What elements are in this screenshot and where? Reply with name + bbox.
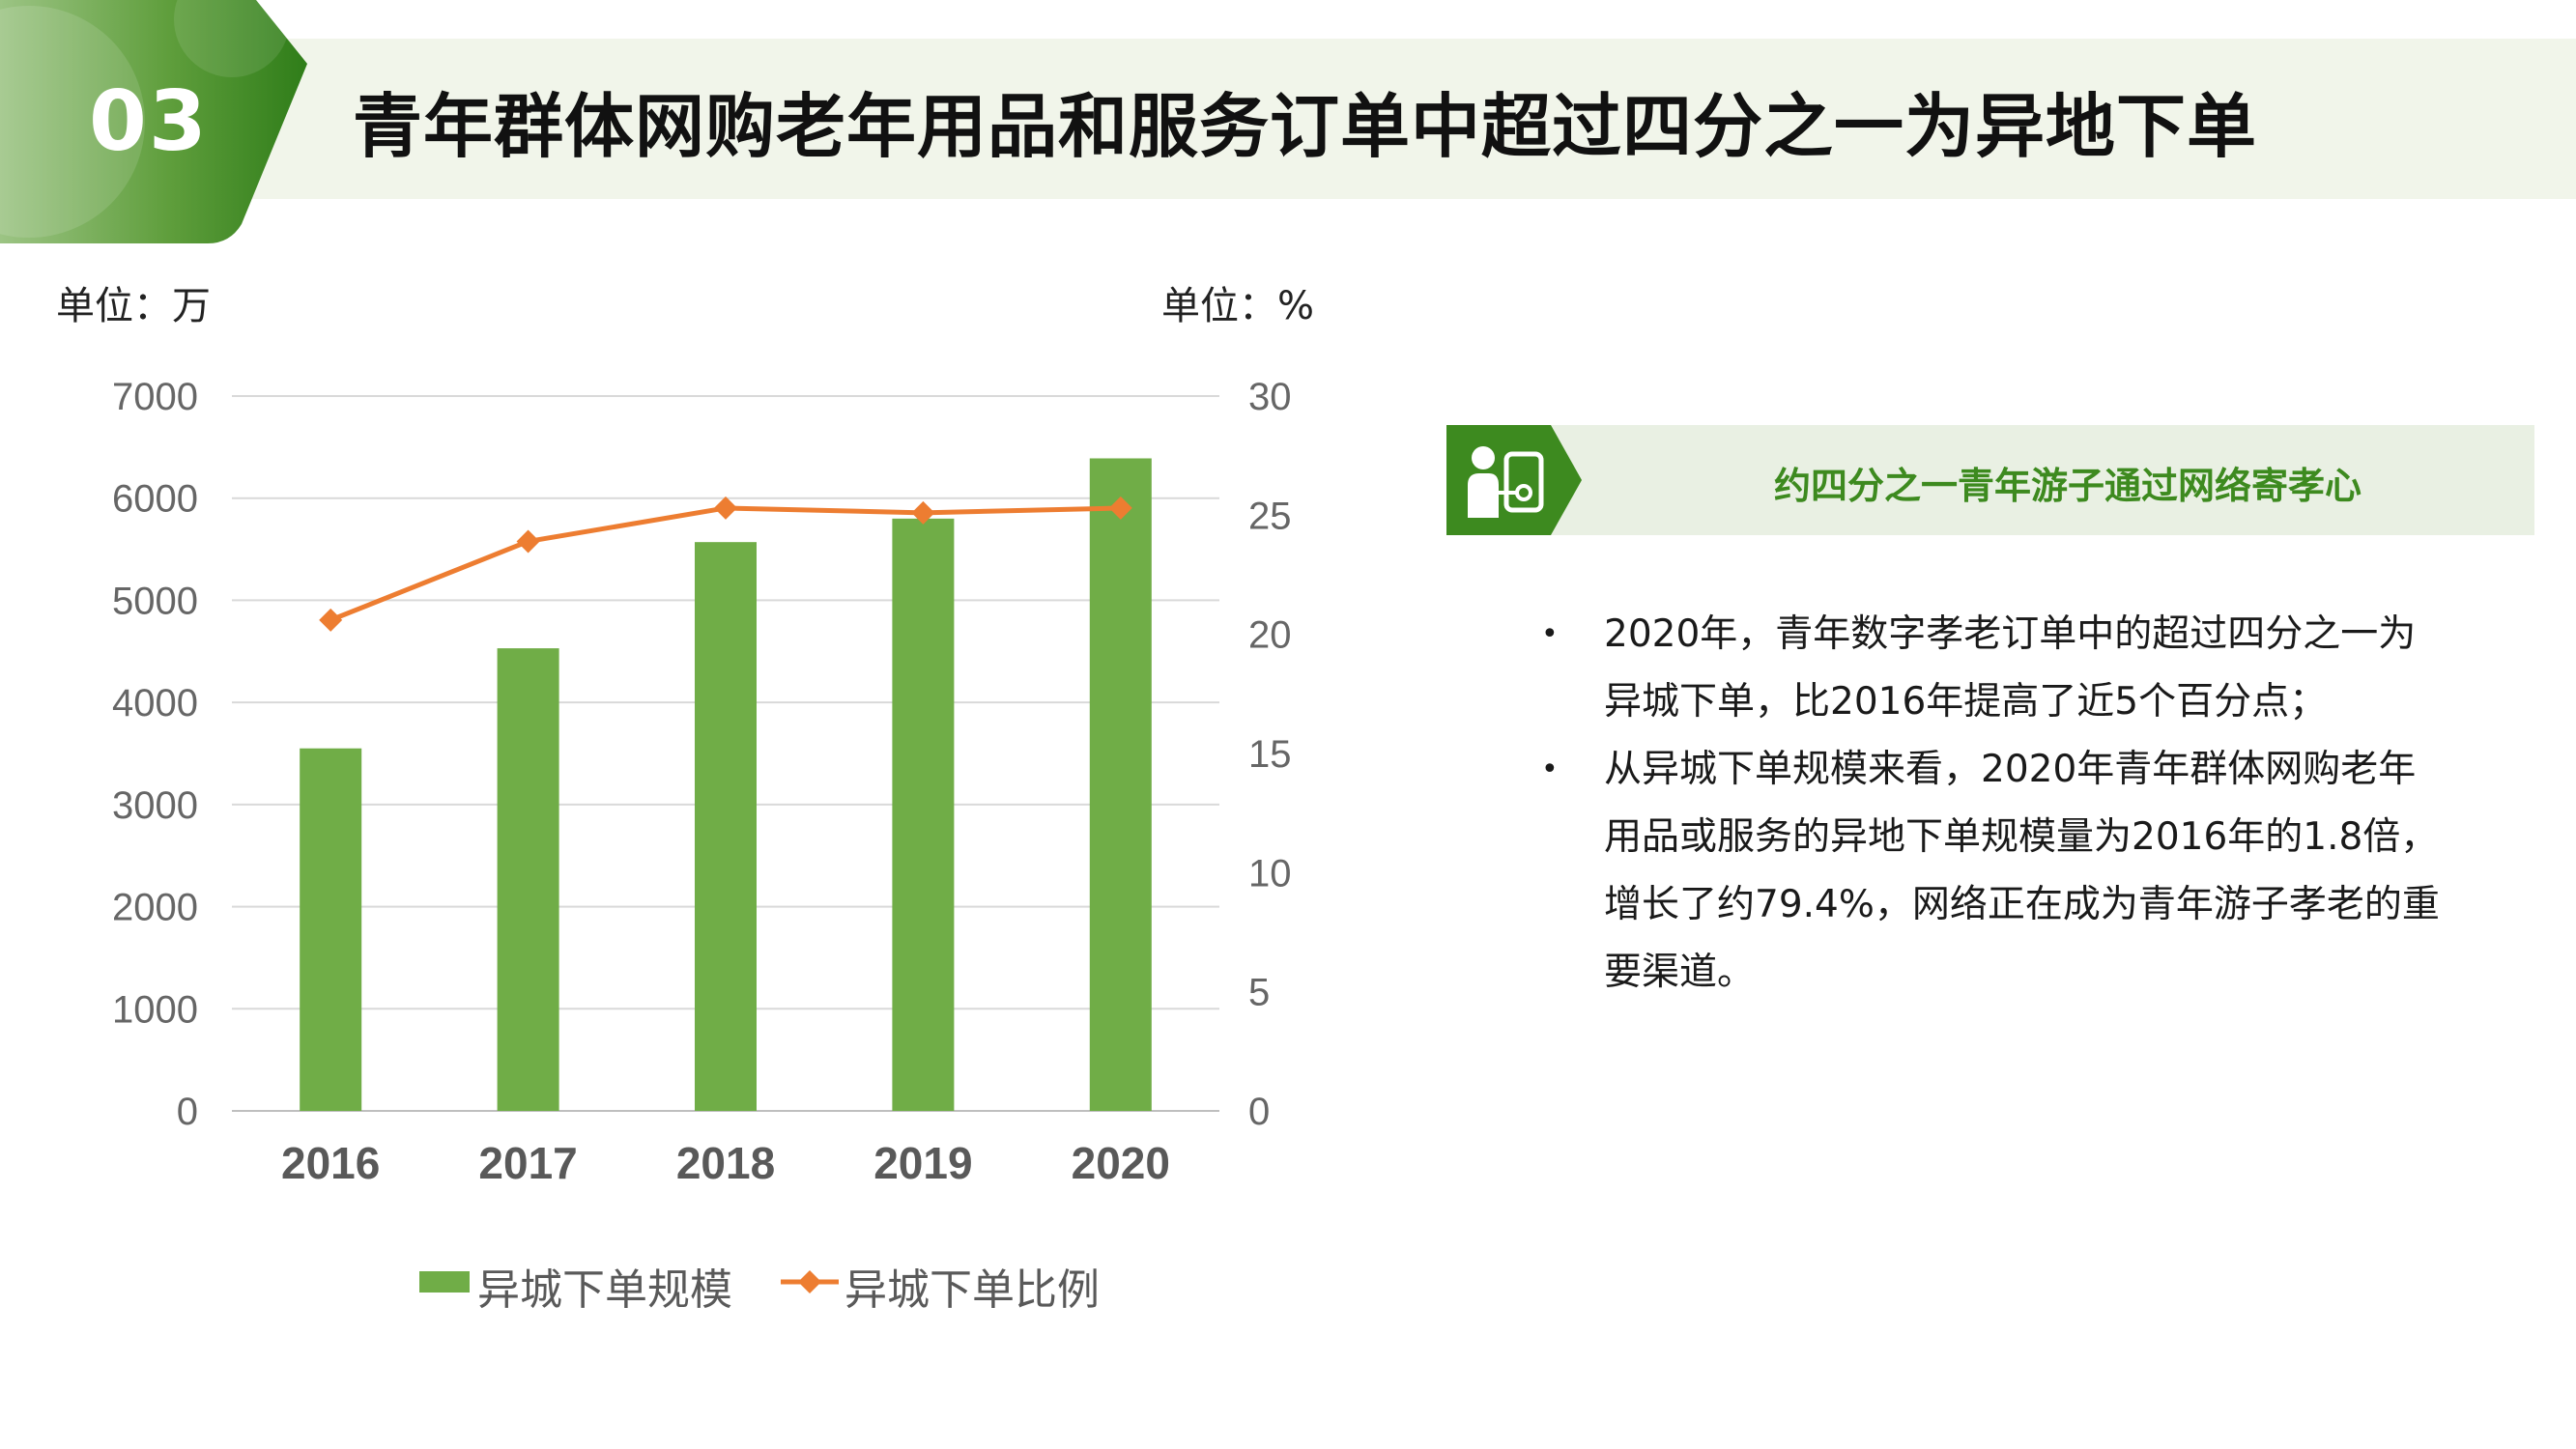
line-marker <box>714 496 737 520</box>
bullet-dot: • <box>1541 753 1559 786</box>
line-marker <box>516 529 540 554</box>
x-tick-label: 2020 <box>1072 1138 1170 1188</box>
legend-label: 异城下单比例 <box>844 1265 1100 1315</box>
left-tick-label: 1000 <box>112 988 198 1031</box>
section-number: 03 <box>89 73 209 170</box>
chart-svg: 单位：万 单位：% 0 1000 2000 3000 4000 5000 6000 7000 0 5 1… <box>56 284 1314 1315</box>
x-tick-label: 2019 <box>873 1138 972 1188</box>
left-tick-label: 4000 <box>112 682 198 724</box>
legend-swatch-marker <box>798 1270 821 1293</box>
left-tick-label: 5000 <box>112 580 198 622</box>
right-tick-label: 0 <box>1248 1091 1270 1133</box>
right-tick-label: 30 <box>1248 376 1292 418</box>
right-tick-label: 15 <box>1248 733 1292 776</box>
bullet-text: 2020年，青年数字孝老订单中的超过四分之一为异城下单，比2016年提高了近5个… <box>1604 612 2417 724</box>
left-tick-label: 6000 <box>112 478 198 521</box>
info-icon-box <box>1446 425 1582 535</box>
bar <box>695 542 757 1111</box>
x-tick-label: 2017 <box>478 1138 577 1188</box>
chart: 单位：万 单位：% 0 1000 2000 3000 4000 5000 6000 7000 0 5 1… <box>0 251 1353 1362</box>
bullet-item: • 2020年，青年数字孝老订单中的超过四分之一为异城下单，比2016年提高了近5… <box>1541 601 2449 736</box>
line-marker <box>911 500 935 525</box>
right-tick-label: 10 <box>1248 852 1292 895</box>
left-tick-label: 3000 <box>112 784 198 827</box>
line-marker <box>1108 496 1132 520</box>
bar <box>1089 458 1152 1111</box>
bar <box>497 648 559 1111</box>
right-tick-label: 25 <box>1248 495 1292 537</box>
bullet-list: • 2020年，青年数字孝老订单中的超过四分之一为异城下单，比2016年提高了近5… <box>1541 601 2449 1007</box>
bullet-text: 从异城下单规模来看，2020年青年群体网购老年用品或服务的异地下单规模量为201… <box>1604 748 2440 994</box>
line-marker <box>319 608 343 632</box>
right-tick-label: 5 <box>1248 972 1270 1014</box>
header-band <box>0 39 2576 199</box>
right-tick-label: 20 <box>1248 614 1292 657</box>
info-title: 约四分之一青年游子通过网络寄孝心 <box>1773 465 2361 507</box>
section-badge: 03 <box>0 0 307 243</box>
page-title: 青年群体网购老年用品和服务订单中超过四分之一为异地下单 <box>353 86 2258 167</box>
legend-swatch-bar <box>419 1271 470 1293</box>
bar <box>300 748 362 1111</box>
bar <box>892 518 955 1111</box>
left-tick-label: 2000 <box>112 887 198 929</box>
badge-shape <box>0 0 307 243</box>
legend-label: 异城下单规模 <box>477 1265 732 1315</box>
left-tick-label: 7000 <box>112 376 198 418</box>
left-tick-label: 0 <box>177 1091 198 1133</box>
x-tick-label: 2016 <box>281 1138 380 1188</box>
x-tick-label: 2018 <box>676 1138 775 1188</box>
bullet-item: • 从异城下单规模来看，2020年青年群体网购老年用品或服务的异地下单规模量为20… <box>1541 736 2449 1007</box>
bullet-dot: • <box>1541 617 1559 651</box>
info-banner: 约四分之一青年游子通过网络寄孝心 <box>1446 425 2534 535</box>
right-unit-label: 单位：% <box>1161 284 1314 328</box>
person-device-icon <box>1446 425 1582 535</box>
left-unit-label: 单位：万 <box>56 284 211 328</box>
